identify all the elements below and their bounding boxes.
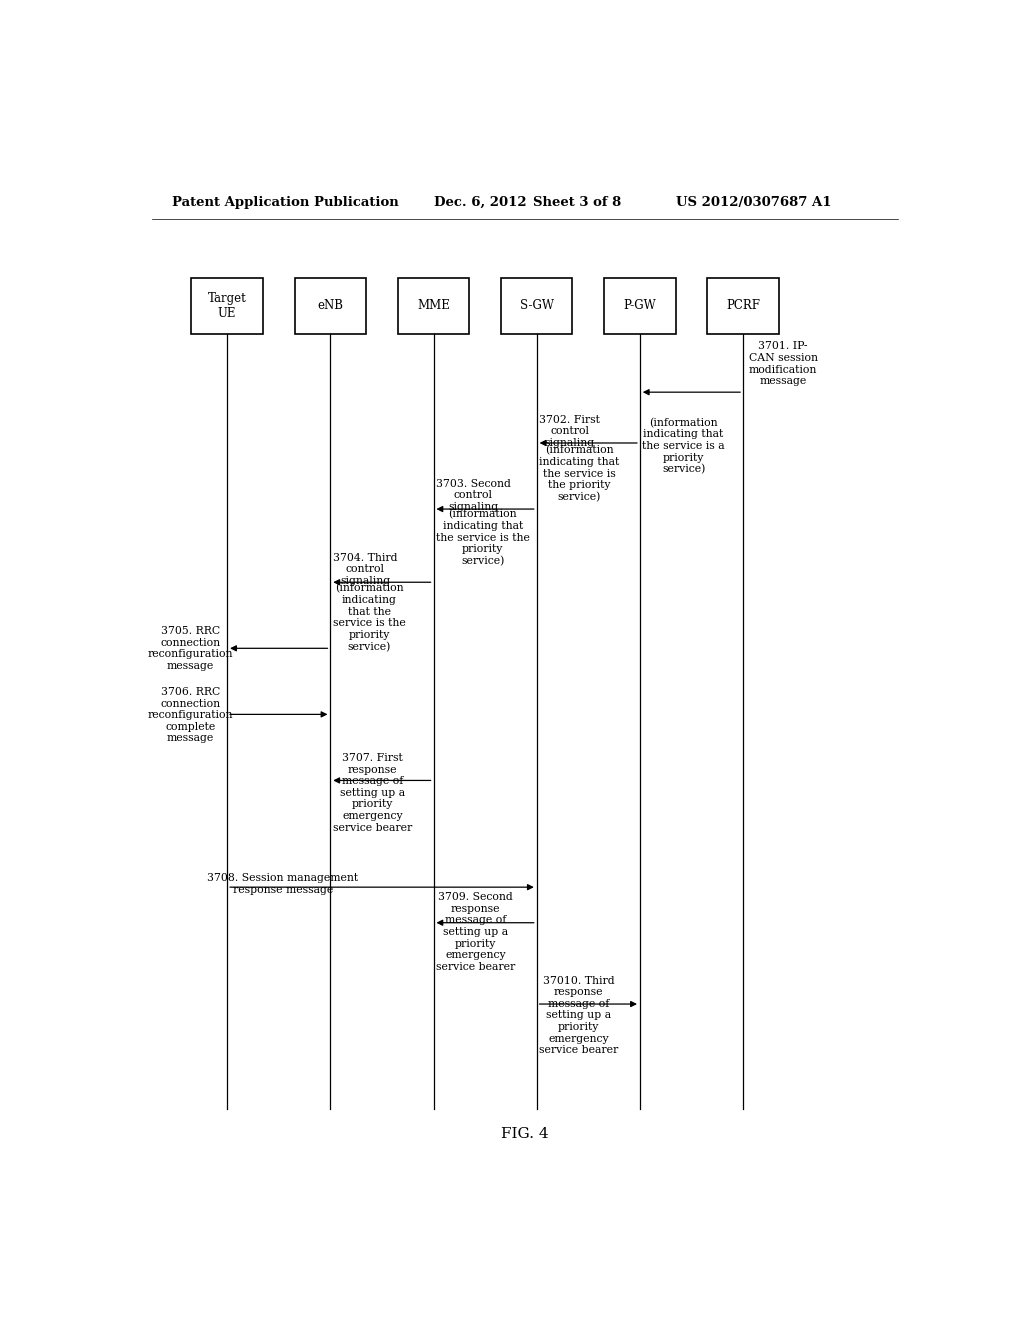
- Text: 3705. RRC
connection
reconfiguration
message: 3705. RRC connection reconfiguration mes…: [147, 626, 233, 671]
- Text: S-GW: S-GW: [520, 300, 554, 313]
- Text: Dec. 6, 2012: Dec. 6, 2012: [433, 195, 526, 209]
- Text: (information
indicating that
the service is a
priority
service): (information indicating that the service…: [642, 417, 725, 475]
- Text: 3706. RRC
connection
reconfiguration
complete
message: 3706. RRC connection reconfiguration com…: [147, 686, 233, 743]
- Text: US 2012/0307687 A1: US 2012/0307687 A1: [676, 195, 831, 209]
- Text: 3709. Second
response
message of
setting up a
priority
emergency
service bearer: 3709. Second response message of setting…: [436, 892, 515, 972]
- Bar: [501, 277, 572, 334]
- Bar: [604, 277, 676, 334]
- Text: 3703. Second
control
signaling: 3703. Second control signaling: [436, 479, 511, 512]
- Bar: [397, 277, 469, 334]
- Text: 3701. IP-
CAN session
modification
message: 3701. IP- CAN session modification messa…: [749, 342, 817, 387]
- Text: (information
indicating that
the service is the
priority
service): (information indicating that the service…: [436, 510, 529, 566]
- Text: 3707. First
response
message of
setting up a
priority
emergency
service bearer: 3707. First response message of setting …: [333, 752, 412, 833]
- Text: Target
UE: Target UE: [208, 292, 247, 319]
- Text: MME: MME: [417, 300, 450, 313]
- Text: (information
indicating
that the
service is the
priority
service): (information indicating that the service…: [333, 583, 406, 652]
- Text: 3708. Session management
response message: 3708. Session management response messag…: [207, 873, 358, 895]
- Text: PCRF: PCRF: [726, 300, 760, 313]
- Text: 37010. Third
response
message of
setting up a
priority
emergency
service bearer: 37010. Third response message of setting…: [539, 975, 618, 1055]
- Text: 3702. First
control
signaling: 3702. First control signaling: [539, 414, 600, 447]
- Text: FIG. 4: FIG. 4: [501, 1127, 549, 1142]
- Text: 3704. Third
control
signaling: 3704. Third control signaling: [333, 553, 397, 586]
- Text: Patent Application Publication: Patent Application Publication: [172, 195, 398, 209]
- Bar: [295, 277, 367, 334]
- Text: Sheet 3 of 8: Sheet 3 of 8: [532, 195, 621, 209]
- Bar: [708, 277, 778, 334]
- Bar: [191, 277, 263, 334]
- Text: P-GW: P-GW: [624, 300, 656, 313]
- Text: eNB: eNB: [317, 300, 343, 313]
- Text: (information
indicating that
the service is
the priority
service): (information indicating that the service…: [539, 445, 620, 502]
